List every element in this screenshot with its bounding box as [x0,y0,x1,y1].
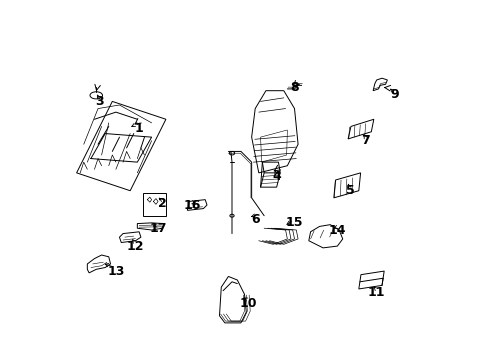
Text: 13: 13 [107,265,124,278]
Text: 3: 3 [95,95,104,108]
Text: 7: 7 [361,134,369,147]
Text: 17: 17 [150,222,167,235]
Text: 14: 14 [328,224,346,237]
Text: 6: 6 [250,213,259,226]
Text: 9: 9 [389,88,398,101]
Text: 2: 2 [158,197,166,210]
Text: 5: 5 [345,184,353,197]
FancyBboxPatch shape [142,193,165,216]
Text: 15: 15 [285,216,303,229]
Text: 12: 12 [126,240,144,253]
Text: 4: 4 [272,170,281,183]
Text: 10: 10 [239,297,256,310]
Text: 1: 1 [135,122,143,135]
Text: 11: 11 [367,286,385,299]
Text: 8: 8 [289,81,298,94]
Text: 16: 16 [183,198,201,212]
